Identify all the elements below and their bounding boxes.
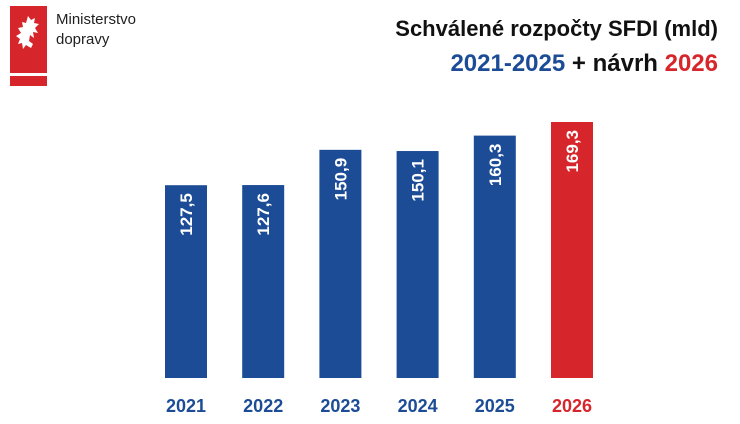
lion-emblem-icon xyxy=(16,16,39,49)
ministry-name-line1: Ministerstvo xyxy=(56,11,137,28)
bar-2022 xyxy=(242,185,285,378)
value-label-2024: 150,1 xyxy=(409,159,428,202)
bar-2025 xyxy=(473,135,516,378)
x-tick-2021: 2021 xyxy=(166,396,206,416)
value-label-2026: 169,3 xyxy=(563,130,582,173)
subtitle-plus-navrh: + návrh xyxy=(565,50,665,77)
bar-2023 xyxy=(319,149,362,378)
value-label-2022: 127,6 xyxy=(254,193,273,236)
bar-2024 xyxy=(396,151,439,378)
x-tick-2023: 2023 xyxy=(320,396,360,416)
x-tick-2026: 2026 xyxy=(552,396,592,416)
chart-subtitle: 2021-2025 + návrh 2026 xyxy=(450,50,718,78)
chart-title: Schválené rozpočty SFDI (mld) xyxy=(395,16,718,41)
x-tick-2025: 2025 xyxy=(475,396,515,416)
subtitle-years: 2021-2025 xyxy=(450,50,566,77)
bar-2026 xyxy=(551,122,593,378)
value-label-2023: 150,9 xyxy=(331,158,350,201)
ministry-logo xyxy=(10,6,47,86)
x-tick-2024: 2024 xyxy=(398,396,438,416)
value-label-2021: 127,5 xyxy=(177,193,196,236)
value-label-2025: 160,3 xyxy=(486,144,505,187)
bar-2021 xyxy=(165,185,207,378)
x-tick-2022: 2022 xyxy=(243,396,283,416)
ministry-name: Ministerstvo dopravy xyxy=(56,10,136,50)
ministry-name-line2: dopravy xyxy=(56,31,110,48)
subtitle-2026: 2026 xyxy=(664,50,718,77)
